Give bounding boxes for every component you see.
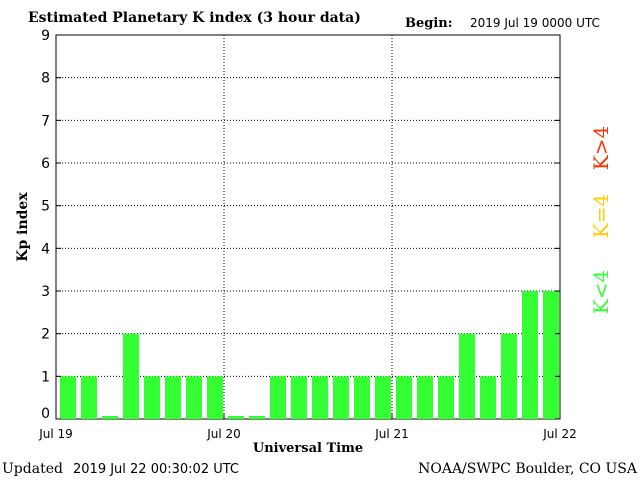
kp-bar (186, 376, 202, 419)
plot-frame (55, 34, 561, 420)
grid-lines (56, 34, 560, 419)
chart-title: Estimated Planetary K index (3 hour data… (28, 10, 361, 26)
x-tick-label: Jul 20 (206, 427, 241, 441)
x-tick-label: Jul 19 (38, 427, 73, 441)
kp-bar (354, 376, 370, 419)
x-ticks: Jul 19 Jul 20 Jul 21 Jul 22 (38, 413, 577, 441)
y-tick-label: 6 (41, 156, 50, 172)
y-tick-label: 9 (41, 28, 50, 44)
y-tick-label: 0 (41, 406, 50, 422)
kp-bar (375, 376, 391, 419)
y-axis-label: Kp index (15, 192, 31, 262)
kp-bar (333, 376, 349, 419)
kp-bar (123, 333, 139, 419)
kp-bar (60, 376, 76, 419)
kp-bar (165, 376, 181, 419)
kp-bar (102, 416, 118, 419)
y-tick-label: 7 (41, 113, 50, 129)
kp-bar (396, 376, 412, 419)
legend-low: K<4 (589, 270, 613, 314)
kp-bar (501, 333, 517, 419)
y-tick-label: 4 (41, 241, 50, 257)
kp-bar (81, 376, 97, 419)
kp-bar (312, 376, 328, 419)
x-tick-label: Jul 21 (374, 427, 409, 441)
x-axis-label: Universal Time (253, 441, 363, 456)
begin-label: Begin: (405, 16, 453, 31)
kp-bar (144, 376, 160, 419)
legend-mid: K=4 (589, 194, 613, 238)
y-ticks: 0 1 2 3 4 5 6 7 8 9 (41, 28, 560, 422)
y-tick-label: 5 (41, 199, 50, 215)
kp-bar (522, 291, 538, 419)
y-tick-label: 3 (41, 284, 50, 300)
source-credit: NOAA/SWPC Boulder, CO USA (418, 461, 638, 477)
kp-bar (543, 291, 559, 419)
kp-bar (480, 376, 496, 419)
y-tick-label: 2 (41, 327, 50, 343)
kp-bar (417, 376, 433, 419)
kp-bar (438, 376, 454, 419)
kp-bar (207, 376, 223, 419)
x-tick-label: Jul 22 (542, 427, 577, 441)
kp-bar (228, 416, 244, 419)
y-tick-label: 1 (41, 369, 50, 385)
kp-bar (291, 376, 307, 419)
kp-bar (249, 416, 265, 419)
bars (60, 291, 559, 419)
kp-bar (270, 376, 286, 419)
updated-label: Updated (2, 461, 63, 477)
updated-value: 2019 Jul 22 00:30:02 UTC (73, 462, 239, 477)
begin-value: 2019 Jul 19 0000 UTC (470, 16, 600, 30)
kp-bar (459, 333, 475, 419)
legend-high: K>4 (589, 126, 613, 170)
y-tick-label: 8 (41, 71, 50, 87)
